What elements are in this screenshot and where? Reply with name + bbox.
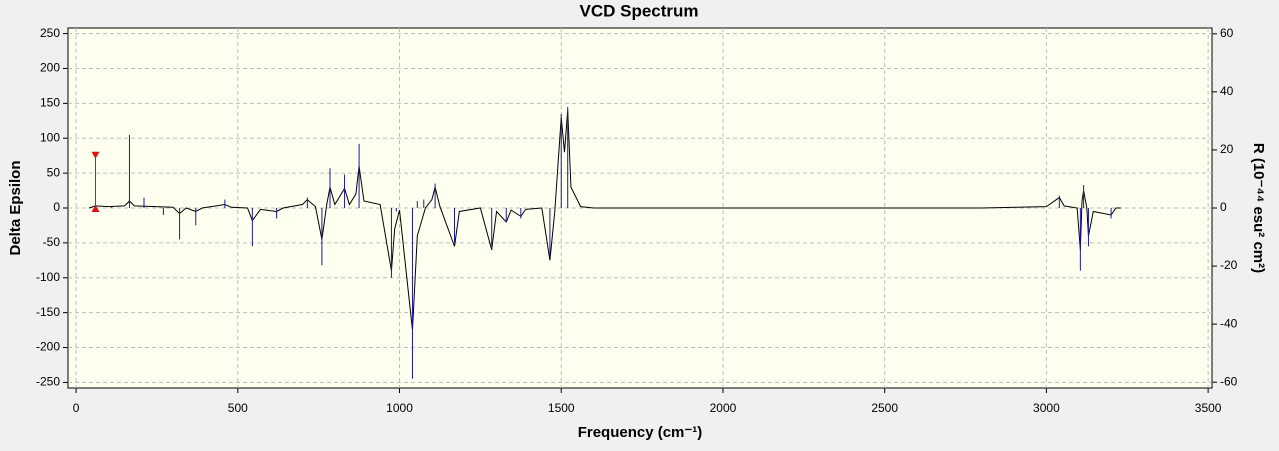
stick-marker	[91, 151, 100, 159]
x-tick-label: 2500	[871, 401, 898, 415]
y-tick-label: 0	[53, 200, 60, 214]
y-tick-label: 100	[40, 130, 60, 144]
x-tick-label: 3500	[1195, 401, 1222, 415]
spectrum-curve	[88, 110, 1121, 331]
y-tick-label: -50	[43, 235, 61, 249]
x-tick-label: 1500	[548, 401, 575, 415]
y2-tick-label: -20	[1220, 258, 1238, 272]
y-tick-label: 250	[40, 26, 60, 40]
y2-tick-label: -40	[1220, 316, 1238, 330]
x-tick-label: 2000	[710, 401, 737, 415]
y2-tick-label: 0	[1220, 200, 1227, 214]
y-tick-label: -100	[36, 270, 60, 284]
y2-tick-label: 20	[1220, 142, 1234, 156]
x-axis-label: Frequency (cm⁻¹)	[578, 424, 703, 441]
x-tick-label: 0	[73, 401, 80, 415]
y-tick-label: -200	[36, 340, 60, 354]
y-tick-label: 200	[40, 61, 60, 75]
stick-marker	[91, 205, 100, 212]
y-tick-label: 150	[40, 96, 60, 110]
y-tick-label: -150	[36, 305, 60, 319]
x-tick-label: 500	[228, 401, 248, 415]
y-tick-label: 50	[47, 165, 61, 179]
y2-tick-label: -60	[1220, 374, 1238, 388]
x-tick-label: 1000	[386, 401, 413, 415]
chart-title: VCD Spectrum	[579, 1, 698, 20]
x-tick-label: 3000	[1033, 401, 1060, 415]
y2-tick-label: 40	[1220, 84, 1234, 98]
y2-tick-label: 60	[1220, 26, 1234, 40]
y-axis-label: Delta Epsilon	[7, 160, 24, 255]
y-tick-label: -250	[36, 375, 60, 389]
y2-axis-label: R (10⁻⁴⁴ esu² cm²)	[1250, 143, 1267, 273]
